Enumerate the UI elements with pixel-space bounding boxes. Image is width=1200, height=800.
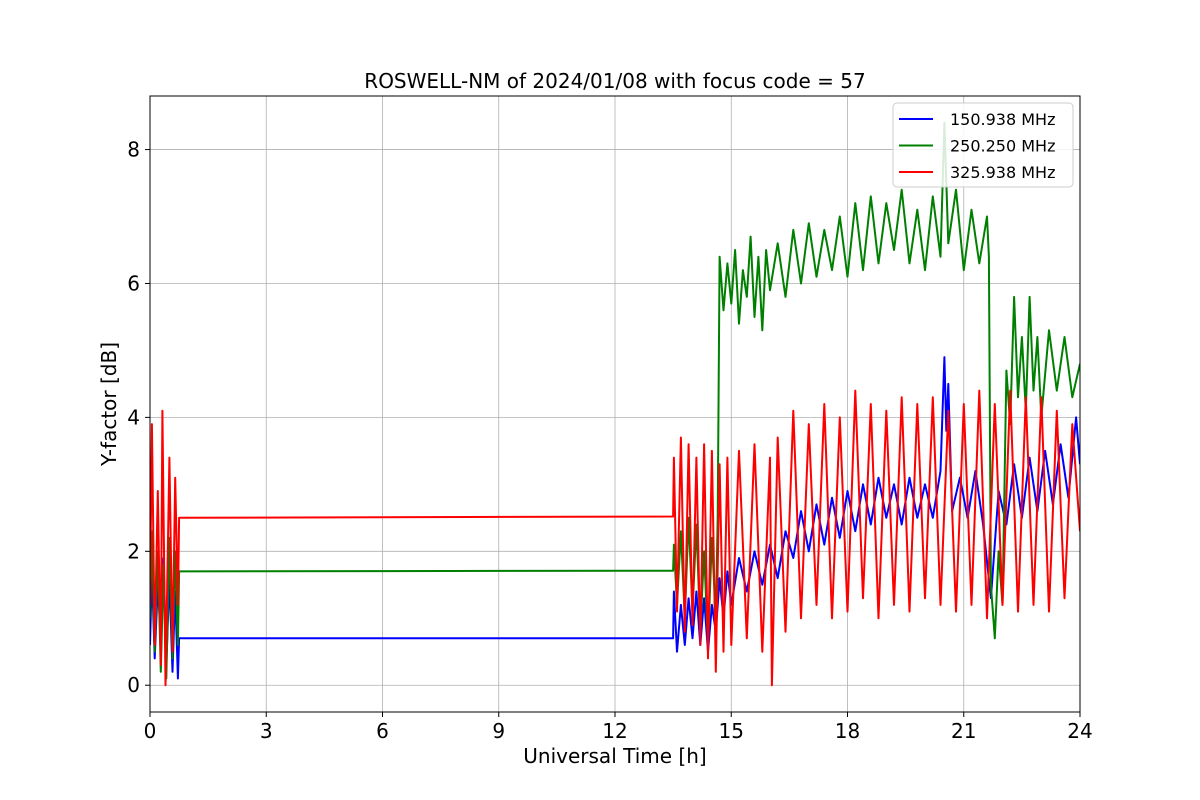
x-tick-label: 6 bbox=[376, 719, 389, 743]
y-tick-label: 2 bbox=[127, 539, 140, 563]
x-tick-label: 9 bbox=[492, 719, 505, 743]
y-tick-label: 4 bbox=[127, 405, 140, 429]
x-tick-label: 12 bbox=[602, 719, 627, 743]
series-line-1 bbox=[150, 121, 1080, 680]
legend-frame bbox=[892, 102, 1074, 188]
y-tick-label: 6 bbox=[127, 271, 140, 295]
legend-label-1: 250.250 MHz bbox=[950, 137, 1055, 156]
x-tick-label: 24 bbox=[1067, 719, 1092, 743]
y-tick-label: 8 bbox=[127, 138, 140, 162]
chart-title: ROSWELL-NM of 2024/01/08 with focus code… bbox=[364, 69, 865, 93]
x-tick-label: 15 bbox=[719, 719, 744, 743]
y-axis-label: Y-factor [dB] bbox=[97, 342, 121, 467]
legend-label-0: 150.938 MHz bbox=[950, 110, 1055, 129]
series-line-2 bbox=[150, 389, 1080, 687]
x-tick-label: 18 bbox=[835, 719, 860, 743]
series-line-0 bbox=[150, 356, 1080, 680]
series-layer bbox=[150, 121, 1080, 687]
legend: 150.938 MHz 250.250 MHz 325.938 MHz bbox=[892, 102, 1074, 188]
x-axis-label: Universal Time [h] bbox=[523, 744, 706, 768]
x-tick-label: 0 bbox=[144, 719, 157, 743]
legend-label-2: 325.938 MHz bbox=[950, 163, 1055, 182]
y-tick-label: 0 bbox=[127, 673, 140, 697]
x-tick-label: 3 bbox=[260, 719, 273, 743]
x-tick-label: 21 bbox=[951, 719, 976, 743]
